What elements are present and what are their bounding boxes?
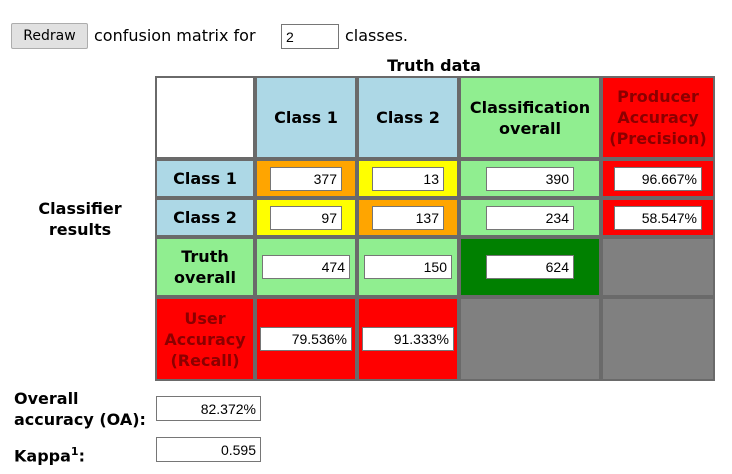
cell-r2-producer bbox=[602, 199, 714, 236]
cell-r2-overall-input[interactable] bbox=[486, 205, 574, 230]
header-prefix-text: confusion matrix for bbox=[94, 26, 256, 45]
overall-accuracy-input[interactable] bbox=[156, 396, 261, 421]
cell-r2-c1 bbox=[256, 199, 356, 236]
cell-truth-c1-input[interactable] bbox=[262, 255, 350, 279]
cell-user-overall-empty bbox=[460, 298, 600, 380]
column-header-class2: Class 2 bbox=[358, 77, 458, 158]
cell-r1-c2-input[interactable] bbox=[372, 166, 444, 191]
cell-r1-overall-input[interactable] bbox=[486, 166, 574, 191]
cell-r2-c2-input[interactable] bbox=[372, 205, 444, 230]
row-header-class2: Class 2 bbox=[156, 199, 254, 236]
kappa-label-colon: : bbox=[78, 446, 85, 466]
cell-truth-c1 bbox=[256, 238, 356, 296]
cell-r1-c2 bbox=[358, 160, 458, 197]
cell-truth-c2-input[interactable] bbox=[364, 255, 452, 279]
column-header-producer-accuracy: Producer Accuracy (Precision) bbox=[602, 77, 714, 158]
cell-user-producer-empty bbox=[602, 298, 714, 380]
classifier-results-label: Classifier results bbox=[38, 199, 122, 239]
cell-user-c2-input[interactable] bbox=[362, 327, 454, 351]
row-header-class1: Class 1 bbox=[156, 160, 254, 197]
cell-user-c2 bbox=[358, 298, 458, 380]
kappa-footnote-marker: 1 bbox=[70, 445, 79, 458]
overall-accuracy-label: Overall accuracy (OA): bbox=[14, 389, 146, 429]
cell-r1-overall bbox=[460, 160, 600, 197]
cell-user-c1-input[interactable] bbox=[260, 327, 352, 351]
cell-r1-c1 bbox=[256, 160, 356, 197]
row-header-user-accuracy: User Accuracy (Recall) bbox=[156, 298, 254, 380]
kappa-label-text: Kappa bbox=[14, 446, 71, 466]
cell-r1-c1-input[interactable] bbox=[270, 166, 342, 191]
confusion-matrix-table: Class 1 Class 2 Classification overall P… bbox=[155, 76, 715, 381]
column-header-class1: Class 1 bbox=[256, 77, 356, 158]
kappa-label: Kappa1: bbox=[14, 441, 85, 466]
column-header-classification-overall: Classification overall bbox=[460, 77, 600, 158]
cell-r1-producer bbox=[602, 160, 714, 197]
cell-r2-c2 bbox=[358, 199, 458, 236]
matrix-corner-cell bbox=[156, 77, 254, 158]
kappa-input[interactable] bbox=[156, 437, 261, 462]
cell-r2-producer-input[interactable] bbox=[614, 205, 702, 230]
cell-truth-overall bbox=[460, 238, 600, 296]
cell-truth-producer-empty bbox=[602, 238, 714, 296]
redraw-button[interactable]: Redraw bbox=[11, 23, 88, 49]
cell-r1-producer-input[interactable] bbox=[614, 166, 702, 191]
cell-r2-overall bbox=[460, 199, 600, 236]
class-count-input[interactable] bbox=[281, 24, 339, 49]
cell-user-c1 bbox=[256, 298, 356, 380]
truth-data-label: Truth data bbox=[387, 56, 481, 75]
header-suffix-text: classes. bbox=[345, 26, 408, 45]
cell-r2-c1-input[interactable] bbox=[270, 205, 342, 230]
row-header-truth-overall: Truth overall bbox=[156, 238, 254, 296]
cell-truth-c2 bbox=[358, 238, 458, 296]
cell-truth-overall-input[interactable] bbox=[486, 255, 574, 279]
